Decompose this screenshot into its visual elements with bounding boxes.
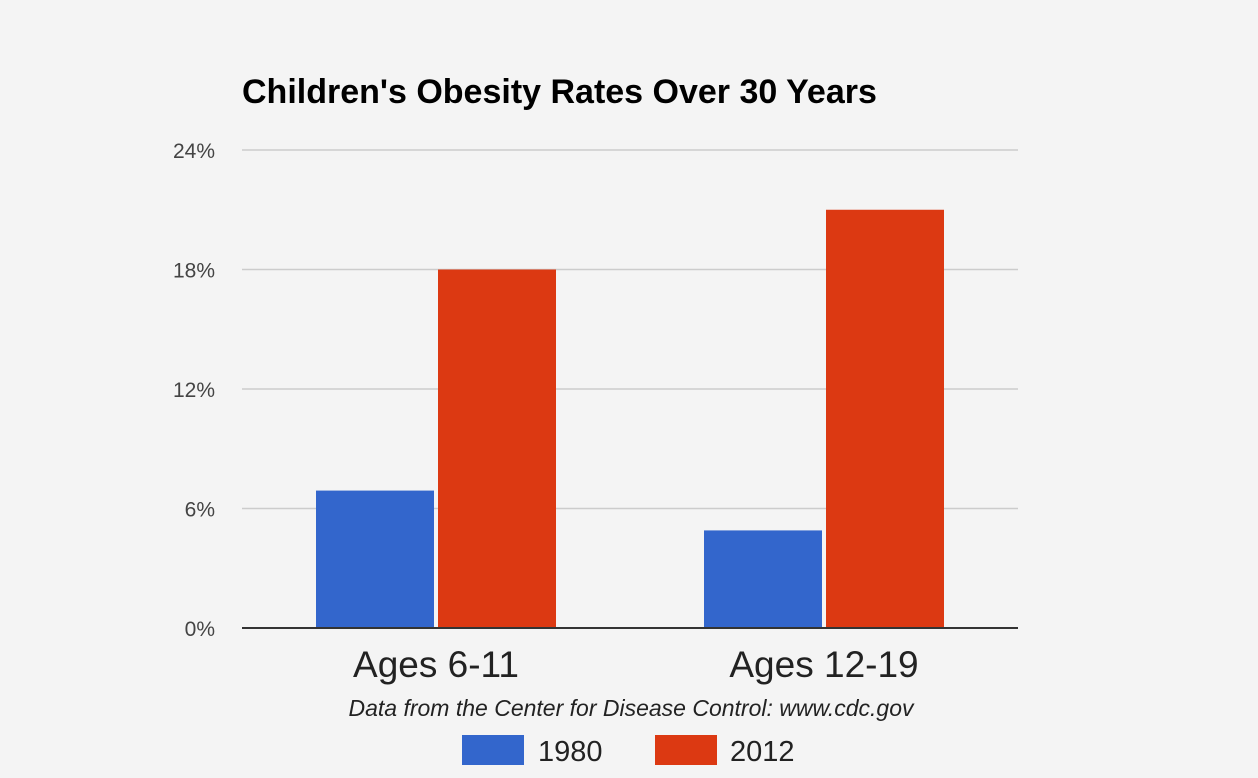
x-tick-label: Ages 12-19	[729, 644, 918, 685]
y-tick-label: 12%	[173, 379, 215, 402]
bar-1980-1	[316, 490, 434, 628]
legend-swatch-2012	[655, 735, 717, 765]
legend-label-2012: 2012	[730, 736, 795, 768]
x-tick-label: Ages 6-11	[353, 644, 519, 685]
legend-label-1980: 1980	[538, 736, 603, 768]
bar-1980-2	[704, 530, 822, 628]
y-tick-label: 18%	[173, 260, 215, 283]
legend-swatch-1980	[462, 735, 524, 765]
chart-title: Children's Obesity Rates Over 30 Years	[242, 73, 877, 111]
bar-2012-2	[826, 209, 944, 628]
bar-2012-1	[438, 269, 556, 628]
y-tick-label: 0%	[185, 618, 215, 641]
bars	[316, 209, 944, 628]
x-axis-ticks: Ages 6-11 Ages 12-19	[353, 644, 919, 685]
legend: 1980 2012	[462, 735, 795, 768]
y-tick-label: 6%	[185, 499, 215, 522]
y-axis-ticks: 0% 6% 12% 18% 24%	[173, 140, 215, 641]
chart-caption: Data from the Center for Disease Control…	[348, 695, 915, 721]
y-tick-label: 24%	[173, 140, 215, 163]
